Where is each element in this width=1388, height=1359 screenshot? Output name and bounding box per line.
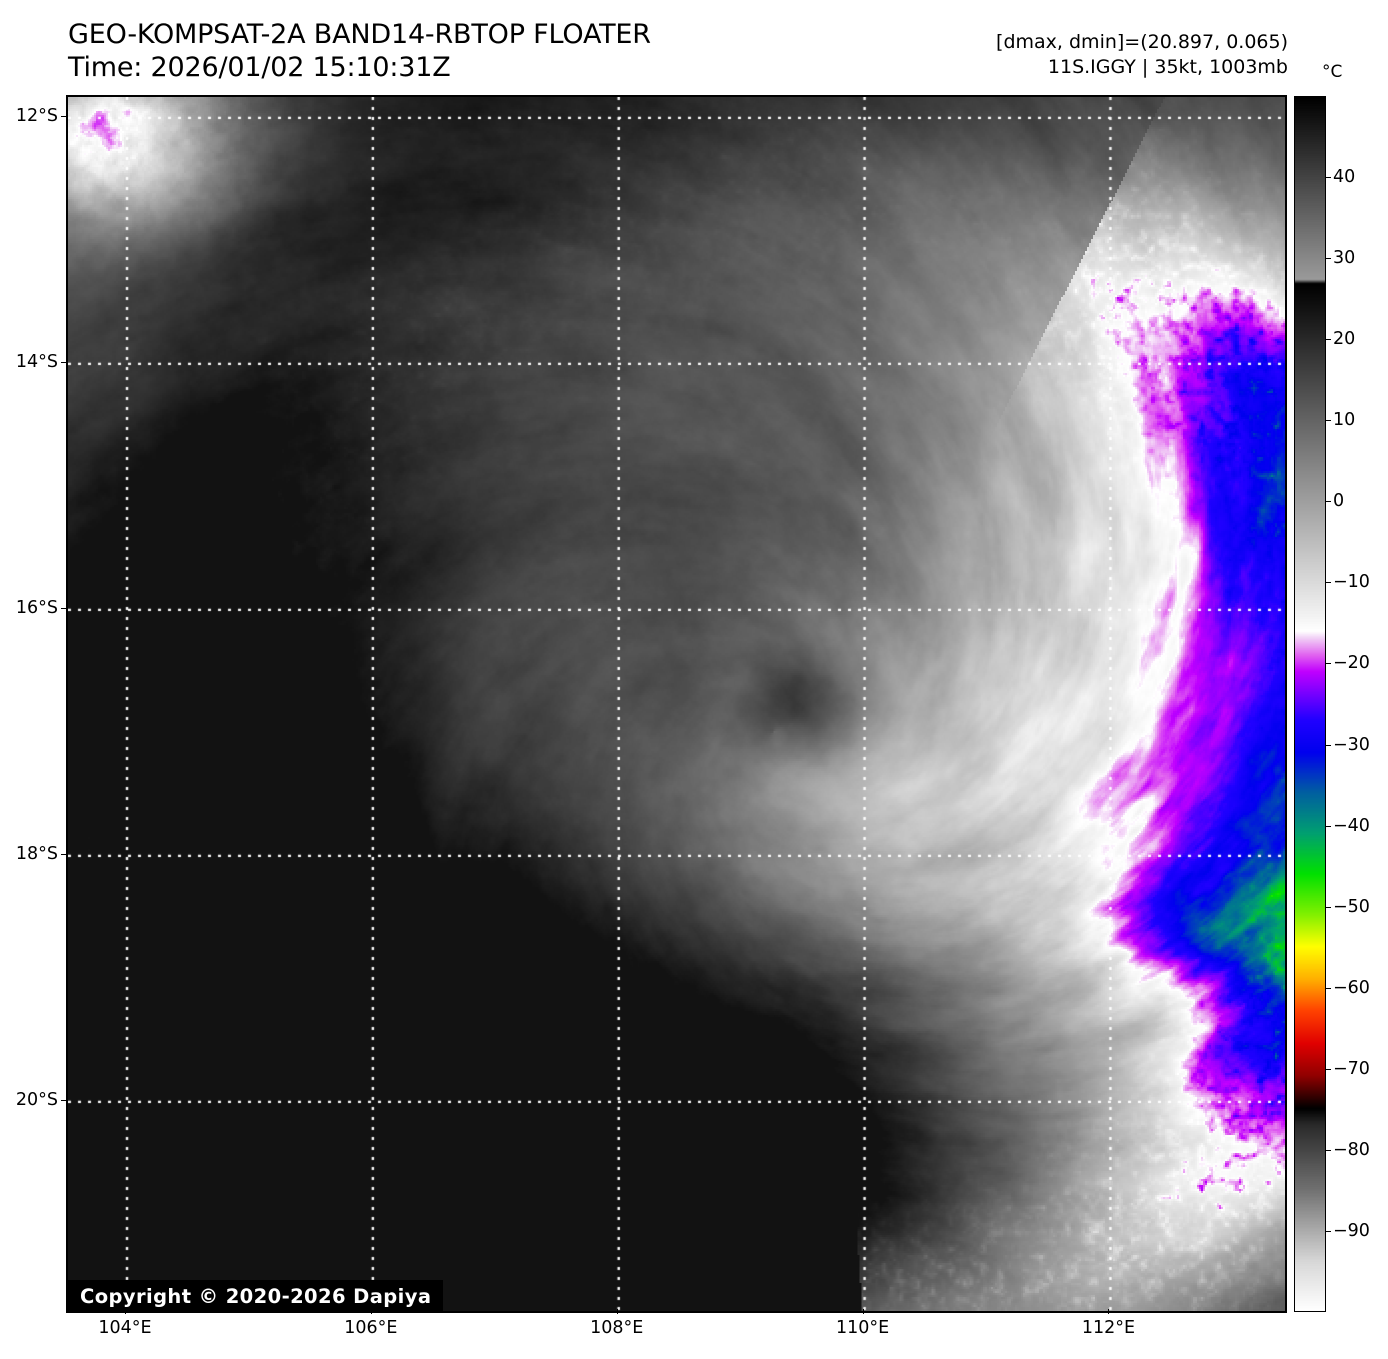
y-axis-tick-mark bbox=[61, 1099, 66, 1101]
colorbar-tick-label: −90 bbox=[1333, 1220, 1370, 1241]
dmax-dmin-label: [dmax, dmin]=(20.897, 0.065) bbox=[996, 31, 1288, 53]
colorbar-tick-mark bbox=[1326, 825, 1331, 827]
colorbar-tick-mark bbox=[1326, 339, 1331, 341]
x-axis-tick-mark bbox=[370, 1309, 372, 1314]
colorbar-tick-label: −10 bbox=[1333, 572, 1370, 593]
colorbar-tick-label: 10 bbox=[1333, 410, 1356, 431]
colorbar-tick-mark bbox=[1326, 1149, 1331, 1151]
colorbar-tick-label: −50 bbox=[1333, 896, 1370, 917]
colorbar-gradient bbox=[1294, 96, 1326, 1312]
colorbar-tick-mark bbox=[1326, 906, 1331, 908]
copyright-watermark: Copyright © 2020-2026 Dapiya bbox=[68, 1280, 444, 1311]
x-axis-tick-mark bbox=[1108, 1309, 1110, 1314]
colorbar-tick-label: −70 bbox=[1333, 1058, 1370, 1079]
colorbar-tick-mark bbox=[1326, 987, 1331, 989]
colorbar bbox=[1294, 96, 1326, 1312]
x-axis-tick-mark bbox=[125, 1309, 126, 1314]
y-axis-tick-mark bbox=[61, 607, 66, 609]
y-axis-tick-mark bbox=[61, 361, 66, 363]
storm-info-label: 11S.IGGY | 35kt, 1003mb bbox=[1047, 56, 1288, 78]
colorbar-tick-label: −40 bbox=[1333, 815, 1370, 836]
colorbar-tick-mark bbox=[1326, 1230, 1331, 1232]
page-title: GEO-KOMPSAT-2A BAND14-RBTOP FLOATER Time… bbox=[68, 18, 651, 84]
colorbar-tick-mark bbox=[1326, 177, 1331, 179]
colorbar-tick-mark bbox=[1326, 1068, 1331, 1070]
y-axis-tick-label: 16°S bbox=[15, 597, 58, 618]
y-axis-tick-mark bbox=[61, 115, 66, 117]
colorbar-tick-label: −20 bbox=[1333, 653, 1370, 674]
colorbar-tick-mark bbox=[1326, 663, 1331, 665]
y-axis-tick-label: 12°S bbox=[15, 105, 58, 126]
colorbar-unit-label: °C bbox=[1322, 62, 1343, 82]
y-axis-tick-label: 20°S bbox=[15, 1089, 58, 1110]
x-axis-tick-mark bbox=[616, 1309, 618, 1314]
metadata-block: [dmax, dmin]=(20.897, 0.065) 11S.IGGY | … bbox=[996, 30, 1288, 80]
colorbar-tick-mark bbox=[1326, 258, 1331, 260]
x-axis-tick-label: 108°E bbox=[590, 1318, 644, 1338]
colorbar-tick-label: −80 bbox=[1333, 1139, 1370, 1160]
y-axis-tick-label: 14°S bbox=[15, 351, 58, 372]
x-axis-tick-label: 104°E bbox=[98, 1318, 152, 1338]
colorbar-tick-label: 30 bbox=[1333, 248, 1356, 269]
timestamp-label: Time: 2026/01/02 15:10:31Z bbox=[68, 52, 451, 83]
colorbar-tick-label: 20 bbox=[1333, 329, 1356, 350]
x-axis-tick-label: 110°E bbox=[835, 1318, 890, 1338]
product-title: GEO-KOMPSAT-2A BAND14-RBTOP FLOATER bbox=[68, 19, 651, 50]
colorbar-tick-mark bbox=[1326, 501, 1331, 503]
colorbar-tick-label: 40 bbox=[1333, 167, 1356, 188]
colorbar-tick-label: 0 bbox=[1333, 491, 1345, 512]
colorbar-tick-label: −60 bbox=[1333, 977, 1370, 998]
colorbar-tick-mark bbox=[1326, 582, 1331, 584]
x-axis-tick-label: 106°E bbox=[344, 1318, 398, 1338]
colorbar-tick-mark bbox=[1326, 744, 1331, 746]
y-axis-tick-mark bbox=[61, 853, 66, 855]
x-axis-tick-label: 112°E bbox=[1081, 1318, 1136, 1338]
x-axis-tick-mark bbox=[862, 1309, 864, 1314]
satellite-imagery-canvas bbox=[68, 97, 1285, 1311]
satellite-image-plot[interactable]: Copyright © 2020-2026 Dapiya bbox=[66, 95, 1287, 1313]
colorbar-tick-mark bbox=[1326, 420, 1331, 422]
colorbar-tick-label: −30 bbox=[1333, 734, 1370, 755]
y-axis-tick-label: 18°S bbox=[15, 843, 58, 864]
